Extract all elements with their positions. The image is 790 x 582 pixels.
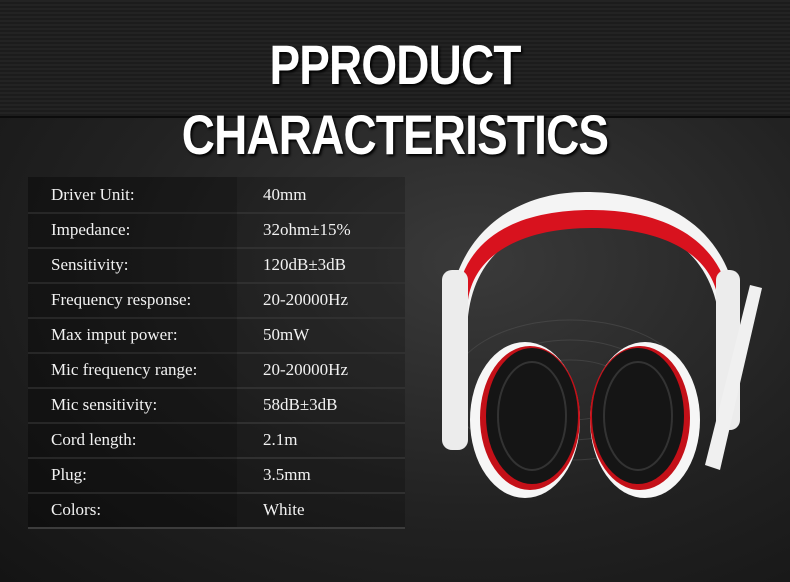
value-cell: 3.5mm bbox=[237, 457, 405, 492]
banner: PPRODUCT CHARACTERISTICS bbox=[0, 0, 790, 166]
spec-row: Impedance: 32ohm±15% bbox=[28, 212, 405, 249]
value-cell: 20-20000Hz bbox=[237, 282, 405, 317]
value-cell: 2.1m bbox=[237, 422, 405, 457]
spec-row: Colors: White bbox=[28, 492, 405, 529]
label-cell: Mic sensitivity: bbox=[28, 387, 237, 422]
spec-value: 32ohm±15% bbox=[263, 220, 351, 239]
value-cell: 40mm bbox=[237, 177, 405, 212]
spec-value: 58dB±3dB bbox=[263, 395, 338, 414]
spec-value: 20-20000Hz bbox=[263, 360, 348, 379]
spec-label: Cord length: bbox=[51, 430, 137, 449]
label-cell: Max imput power: bbox=[28, 317, 237, 352]
spec-value: 120dB±3dB bbox=[263, 255, 347, 274]
label-cell: Plug: bbox=[28, 457, 237, 492]
label-cell: Colors: bbox=[28, 492, 237, 527]
headphone-illustration bbox=[442, 191, 762, 498]
spec-label: Mic frequency range: bbox=[51, 360, 198, 379]
spec-value: 40mm bbox=[263, 185, 307, 204]
spec-label: Driver Unit: bbox=[51, 185, 135, 204]
spec-row: Sensitivity: 120dB±3dB bbox=[28, 247, 405, 284]
spec-value: 50mW bbox=[263, 325, 310, 344]
spec-row: Driver Unit: 40mm bbox=[28, 177, 405, 214]
spec-row: Plug: 3.5mm bbox=[28, 457, 405, 494]
label-cell: Mic frequency range: bbox=[28, 352, 237, 387]
value-cell: 20-20000Hz bbox=[237, 352, 405, 387]
spec-row: Cord length: 2.1m bbox=[28, 422, 405, 459]
spec-value: White bbox=[263, 500, 305, 519]
label-cell: Frequency response: bbox=[28, 282, 237, 317]
spec-label: Plug: bbox=[51, 465, 87, 484]
spec-value: 2.1m bbox=[263, 430, 298, 449]
label-cell: Impedance: bbox=[28, 212, 237, 247]
value-cell: 50mW bbox=[237, 317, 405, 352]
spec-value: 3.5mm bbox=[263, 465, 311, 484]
spec-label: Sensitivity: bbox=[51, 255, 129, 274]
spec-label: Impedance: bbox=[51, 220, 131, 239]
spec-label: Frequency response: bbox=[51, 290, 192, 309]
spec-table: Driver Unit: 40mm Impedance: 32ohm±15% Sensi… bbox=[28, 177, 405, 537]
spec-row: Mic frequency range: 20-20000Hz bbox=[28, 352, 405, 389]
label-cell: Cord length: bbox=[28, 422, 237, 457]
value-cell: 32ohm±15% bbox=[237, 212, 405, 247]
spec-label: Max imput power: bbox=[51, 325, 178, 344]
spec-label: Mic sensitivity: bbox=[51, 395, 158, 414]
spec-value: 20-20000Hz bbox=[263, 290, 348, 309]
value-cell: 120dB±3dB bbox=[237, 247, 405, 282]
value-cell: 58dB±3dB bbox=[237, 387, 405, 422]
value-cell: White bbox=[237, 492, 405, 527]
label-cell: Driver Unit: bbox=[28, 177, 237, 212]
title: PPRODUCT CHARACTERISTICS bbox=[181, 33, 609, 166]
label-cell: Sensitivity: bbox=[28, 247, 237, 282]
spec-row: Max imput power: 50mW bbox=[28, 317, 405, 354]
spec-row: Mic sensitivity: 58dB±3dB bbox=[28, 387, 405, 424]
spec-label: Colors: bbox=[51, 500, 102, 519]
spec-row: Frequency response: 20-20000Hz bbox=[28, 282, 405, 319]
